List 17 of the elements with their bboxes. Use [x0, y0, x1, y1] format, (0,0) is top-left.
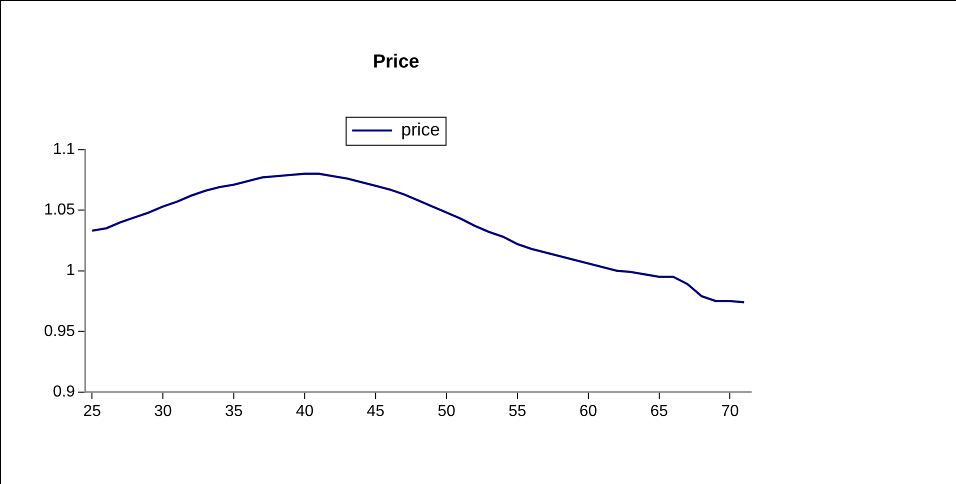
chart-title: Price	[372, 52, 420, 72]
x-tick-label: 60	[579, 402, 598, 420]
x-tick-label: 35	[224, 402, 243, 420]
x-tick-label: 40	[296, 402, 314, 420]
x-tick-label: 45	[366, 402, 385, 420]
x-tick-label: 50	[438, 402, 456, 420]
y-tick-label: 0.9	[52, 383, 76, 400]
legend-label: price	[401, 120, 440, 140]
y-tick-label: 1.1	[52, 140, 76, 158]
y-tick-label: 0.95	[44, 322, 76, 340]
y-tick-label: 1.05	[44, 202, 76, 219]
y-tick-label: 1	[66, 262, 76, 280]
x-tick-label: 65	[650, 402, 668, 420]
x-tick-label: 30	[154, 402, 172, 420]
x-tick-label: 55	[508, 402, 526, 420]
x-tick-label: 25	[83, 402, 102, 420]
x-tick-label: 70	[721, 402, 739, 420]
